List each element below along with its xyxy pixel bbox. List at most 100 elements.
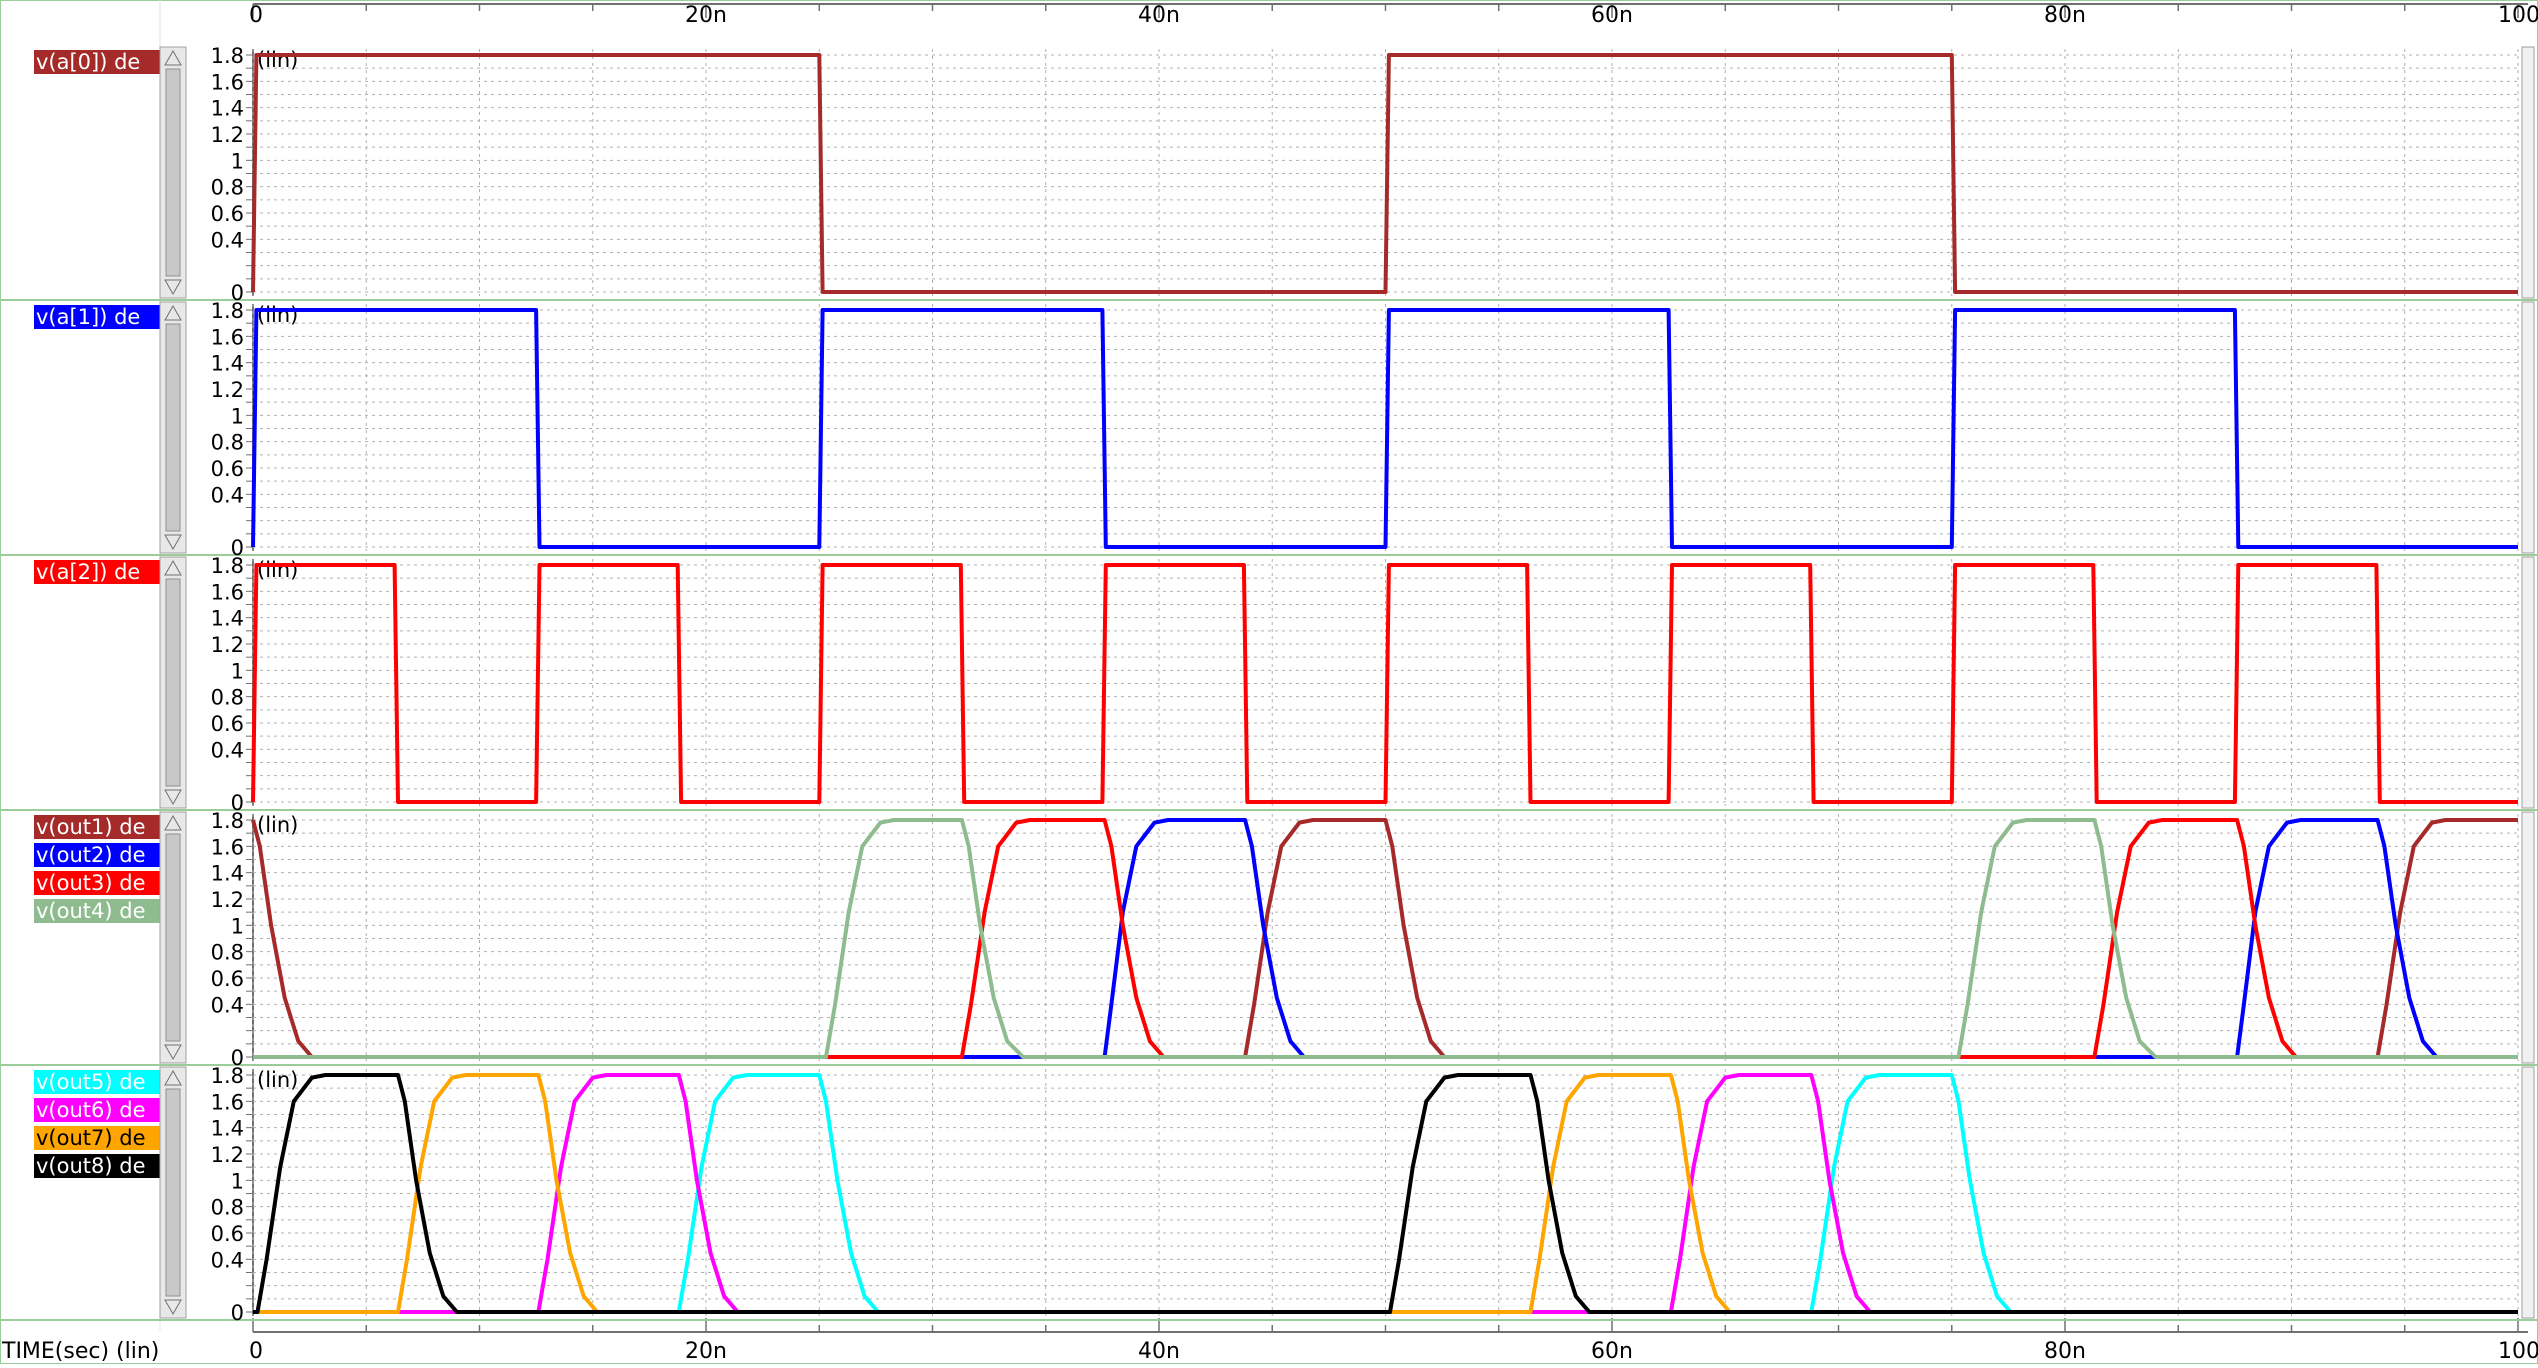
y-tick-label: 0.8 — [211, 686, 244, 710]
y-tick-label: 0.8 — [211, 941, 244, 965]
legend-text: v(out8) de — [36, 1154, 146, 1178]
legend-text: v(out1) de — [36, 815, 146, 839]
y-tick-label: 1.4 — [211, 607, 244, 631]
bottom-x-tick-label: 20n — [685, 1339, 727, 1364]
y-tick-label: 0.4 — [211, 483, 244, 507]
legend-swatch[interactable] — [34, 871, 160, 895]
scroll-down-arrow-icon[interactable] — [164, 789, 182, 806]
y-tick-label: 1.4 — [211, 97, 244, 121]
scroll-up-arrow-icon[interactable] — [164, 304, 182, 321]
scroll-up-arrow-icon[interactable] — [164, 559, 182, 576]
y-tick-label: 1.4 — [211, 1117, 244, 1141]
panel-right-scrollbar[interactable] — [2521, 1066, 2535, 1319]
panel-right-scrollbar[interactable] — [2521, 556, 2535, 809]
y-tick-label: 0.4 — [211, 738, 244, 762]
scrollbar-thumb[interactable] — [165, 323, 181, 532]
scroll-up-arrow-icon[interactable] — [164, 49, 182, 66]
y-tick-label: 1.6 — [211, 70, 244, 94]
legend-swatch[interactable] — [34, 560, 160, 584]
y-tick-label: 0.8 — [211, 1196, 244, 1220]
waveform-panel-2: 0 0.40.60.8 11.21.4 1.61.8 (lin) v(a[1]) de — [0, 299, 2538, 560]
panel-vertical-scrollbar[interactable] — [159, 556, 187, 809]
top-x-tick-label: 80n — [2044, 3, 2086, 28]
bottom-x-tick-label: 40n — [1138, 1339, 1180, 1364]
panel-vertical-scrollbar[interactable] — [159, 46, 187, 299]
legend-label-out4[interactable]: v(out4) de — [34, 899, 160, 923]
scrollbar-thumb[interactable] — [165, 833, 181, 1042]
legend-swatch[interactable] — [34, 899, 160, 923]
legend-label-out5[interactable]: v(out5) de — [34, 1070, 160, 1094]
y-tick-label: 1.6 — [211, 1090, 244, 1114]
y-tick-label: 1.2 — [211, 888, 244, 912]
legend-label-out6[interactable]: v(out6) de — [34, 1098, 160, 1122]
scroll-down-arrow-icon[interactable] — [164, 1299, 182, 1316]
trace-a0 — [251, 53, 2518, 294]
scroll-down-arrow-icon[interactable] — [164, 534, 182, 551]
y-tick-label: 1.8 — [211, 44, 244, 68]
panel-vertical-scrollbar[interactable] — [159, 301, 187, 554]
legend-swatch[interactable] — [34, 50, 160, 74]
y-tick-label: 1.8 — [211, 554, 244, 578]
legend-label-out1[interactable]: v(out1) de — [34, 815, 160, 839]
legend-label-a1[interactable]: v(a[1]) de — [34, 305, 160, 329]
legend-swatch[interactable] — [34, 1126, 160, 1150]
y-tick-label: 1 — [231, 149, 244, 173]
legend-swatch[interactable] — [34, 1154, 160, 1178]
legend-text: v(out6) de — [36, 1098, 146, 1122]
scroll-up-arrow-icon[interactable] — [164, 1069, 182, 1086]
y-tick-label: 1 — [231, 1169, 244, 1193]
scroll-down-arrow-icon[interactable] — [164, 279, 182, 296]
panel-vertical-scrollbar[interactable] — [159, 811, 187, 1064]
y-tick-label: 0.8 — [211, 176, 244, 200]
y-scale-label: (lin) — [257, 1068, 298, 1092]
legend-text: v(out4) de — [36, 899, 146, 923]
legend-text: v(out3) de — [36, 871, 146, 895]
legend-label-a0[interactable]: v(a[0]) de — [34, 50, 160, 74]
waveform-panel-4: 0 0.40.60.8 11.21.4 1.61.8 (lin) v(out1) de v(… — [0, 809, 2538, 1070]
legend-label-out8[interactable]: v(out8) de — [34, 1154, 160, 1178]
y-tick-label: 1 — [231, 659, 244, 683]
trace-a1 — [251, 308, 2518, 549]
legend-text: v(a[1]) de — [36, 305, 140, 329]
x-axis-label: TIME(sec) (lin) — [1, 1339, 159, 1364]
y-tick-label: 1.4 — [211, 862, 244, 886]
legend-swatch[interactable] — [34, 1098, 160, 1122]
y-tick-label: 1.2 — [211, 378, 244, 402]
legend-swatch[interactable] — [34, 815, 160, 839]
legend-label-out3[interactable]: v(out3) de — [34, 871, 160, 895]
y-tick-label: 0.8 — [211, 431, 244, 455]
scroll-down-arrow-icon[interactable] — [164, 1044, 182, 1061]
scrollbar-thumb[interactable] — [165, 1088, 181, 1297]
y-tick-label: 0 — [231, 1046, 244, 1070]
y-tick-label: 1.2 — [211, 123, 244, 147]
y-tick-label: 1.8 — [211, 299, 244, 323]
panel-right-scrollbar[interactable] — [2521, 46, 2535, 299]
y-tick-label: 1 — [231, 914, 244, 938]
scrollbar-thumb[interactable] — [165, 68, 181, 277]
y-scale-label: (lin) — [257, 303, 298, 327]
scrollbar-thumb[interactable] — [165, 578, 181, 787]
trace-out8 — [253, 1073, 2518, 1314]
bottom-x-tick-label: 60n — [1591, 1339, 1633, 1364]
y-tick-label: 0.6 — [211, 712, 244, 736]
legend-label-out2[interactable]: v(out2) de — [34, 843, 160, 867]
y-tick-label: 0.4 — [211, 1248, 244, 1272]
panel-vertical-scrollbar[interactable] — [159, 1066, 187, 1319]
panel-right-scrollbar[interactable] — [2521, 301, 2535, 554]
trace-out4 — [253, 818, 2518, 1059]
legend-label-a2[interactable]: v(a[2]) de — [34, 560, 160, 584]
scroll-up-arrow-icon[interactable] — [164, 814, 182, 831]
legend-swatch[interactable] — [34, 305, 160, 329]
y-scale-label: (lin) — [257, 813, 298, 837]
waveform-panel-1: 0 0.40.60.8 11.21.4 1.61.8 (lin) v(a[0]) de — [0, 44, 2538, 305]
panel-right-scrollbar[interactable] — [2521, 811, 2535, 1064]
y-tick-label: 0 — [231, 791, 244, 815]
legend-swatch[interactable] — [34, 843, 160, 867]
legend-swatch[interactable] — [34, 1070, 160, 1094]
y-tick-label: 0.4 — [211, 993, 244, 1017]
y-tick-label: 1.6 — [211, 835, 244, 859]
y-tick-label: 0.6 — [211, 457, 244, 481]
legend-label-out7[interactable]: v(out7) de — [34, 1126, 160, 1150]
y-tick-label: 1 — [231, 404, 244, 428]
